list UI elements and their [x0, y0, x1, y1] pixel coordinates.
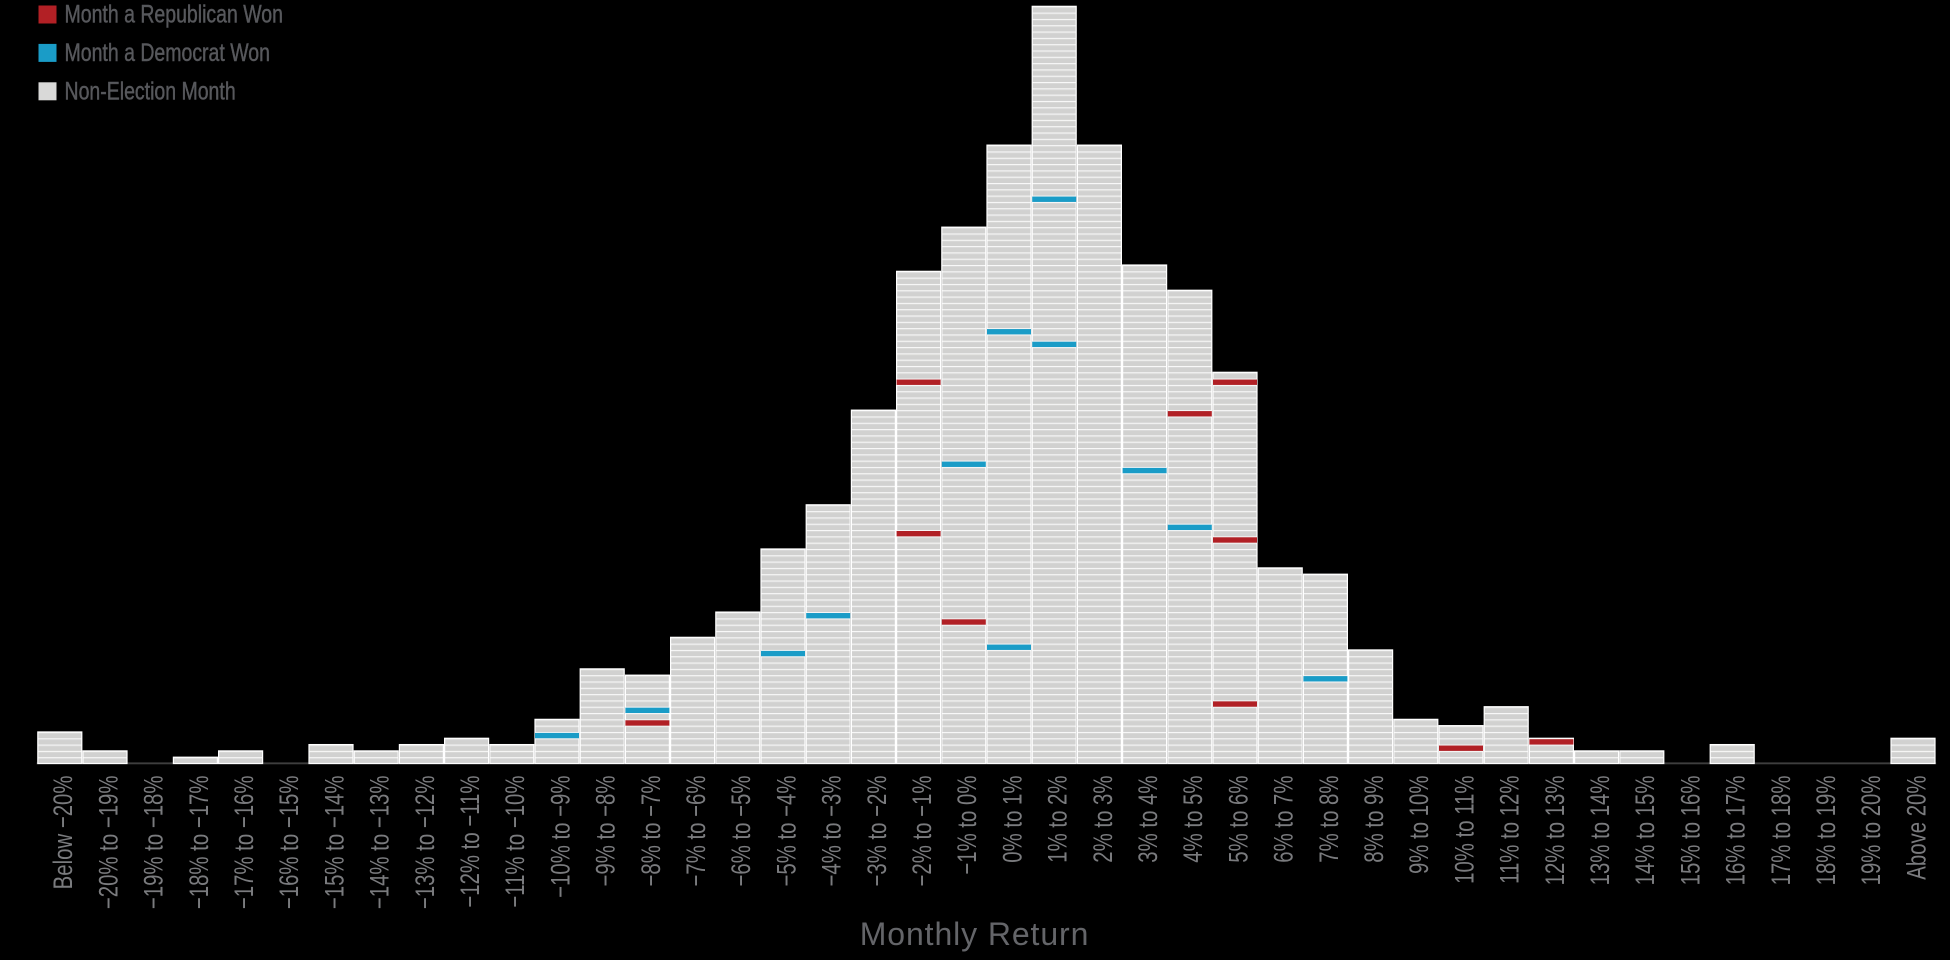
svg-text:9% to 10%: 9% to 10% [1404, 776, 1434, 875]
svg-text:8% to 9%: 8% to 9% [1359, 776, 1389, 863]
svg-text:−1% to 0%: −1% to 0% [952, 776, 982, 875]
svg-text:−4% to −3%: −4% to −3% [817, 776, 847, 887]
svg-text:14% to 15%: 14% to 15% [1630, 776, 1660, 886]
svg-text:15% to 16%: 15% to 16% [1676, 776, 1706, 886]
svg-text:−20% to −19%: −20% to −19% [94, 776, 124, 910]
svg-text:7% to 8%: 7% to 8% [1314, 776, 1344, 863]
svg-text:Month a Democrat Won: Month a Democrat Won [65, 39, 270, 67]
svg-text:−8% to −7%: −8% to −7% [636, 776, 666, 887]
svg-text:13% to 14%: 13% to 14% [1585, 776, 1615, 886]
svg-text:−13% to −12%: −13% to −12% [410, 776, 440, 910]
svg-text:16% to 17%: 16% to 17% [1721, 776, 1751, 886]
svg-text:−12% to −11%: −12% to −11% [455, 776, 485, 908]
svg-text:3% to 4%: 3% to 4% [1133, 776, 1163, 863]
svg-text:−9% to −8%: −9% to −8% [591, 776, 621, 887]
svg-text:−19% to −18%: −19% to −18% [139, 776, 169, 910]
svg-text:Month a Republican Won: Month a Republican Won [65, 0, 283, 28]
svg-text:11% to 12%: 11% to 12% [1495, 776, 1525, 884]
svg-text:−10% to −9%: −10% to −9% [546, 776, 576, 898]
svg-text:−15% to −14%: −15% to −14% [320, 776, 350, 910]
svg-text:−18% to −17%: −18% to −17% [184, 776, 214, 910]
svg-text:2% to 3%: 2% to 3% [1088, 776, 1118, 863]
svg-text:−7% to −6%: −7% to −6% [681, 776, 711, 887]
svg-text:6% to 7%: 6% to 7% [1269, 776, 1299, 863]
svg-text:−16% to −15%: −16% to −15% [274, 776, 304, 910]
svg-text:Monthly Return: Monthly Return [860, 916, 1090, 952]
svg-text:1% to 2%: 1% to 2% [1043, 776, 1073, 863]
svg-text:10% to 11%: 10% to 11% [1450, 776, 1480, 884]
svg-text:−11% to −10%: −11% to −10% [500, 776, 530, 908]
svg-text:0% to 1%: 0% to 1% [998, 776, 1028, 863]
svg-text:18% to 19%: 18% to 19% [1811, 776, 1841, 886]
svg-text:Above 20%: Above 20% [1902, 776, 1932, 880]
svg-text:Non-Election Month: Non-Election Month [65, 77, 236, 105]
svg-text:−6% to −5%: −6% to −5% [726, 776, 756, 887]
svg-text:Below −20%: Below −20% [48, 776, 78, 890]
svg-text:5% to 6%: 5% to 6% [1224, 776, 1254, 863]
svg-text:4% to 5%: 4% to 5% [1178, 776, 1208, 863]
svg-text:−5% to −4%: −5% to −4% [772, 776, 802, 887]
svg-text:17% to 18%: 17% to 18% [1766, 776, 1796, 886]
svg-text:19% to 20%: 19% to 20% [1856, 776, 1886, 886]
svg-text:−17% to −16%: −17% to −16% [229, 776, 259, 910]
svg-text:−3% to −2%: −3% to −2% [862, 776, 892, 887]
svg-text:12% to 13%: 12% to 13% [1540, 776, 1570, 886]
svg-text:−14% to −13%: −14% to −13% [365, 776, 395, 910]
svg-text:−2% to −1%: −2% to −1% [907, 776, 937, 887]
